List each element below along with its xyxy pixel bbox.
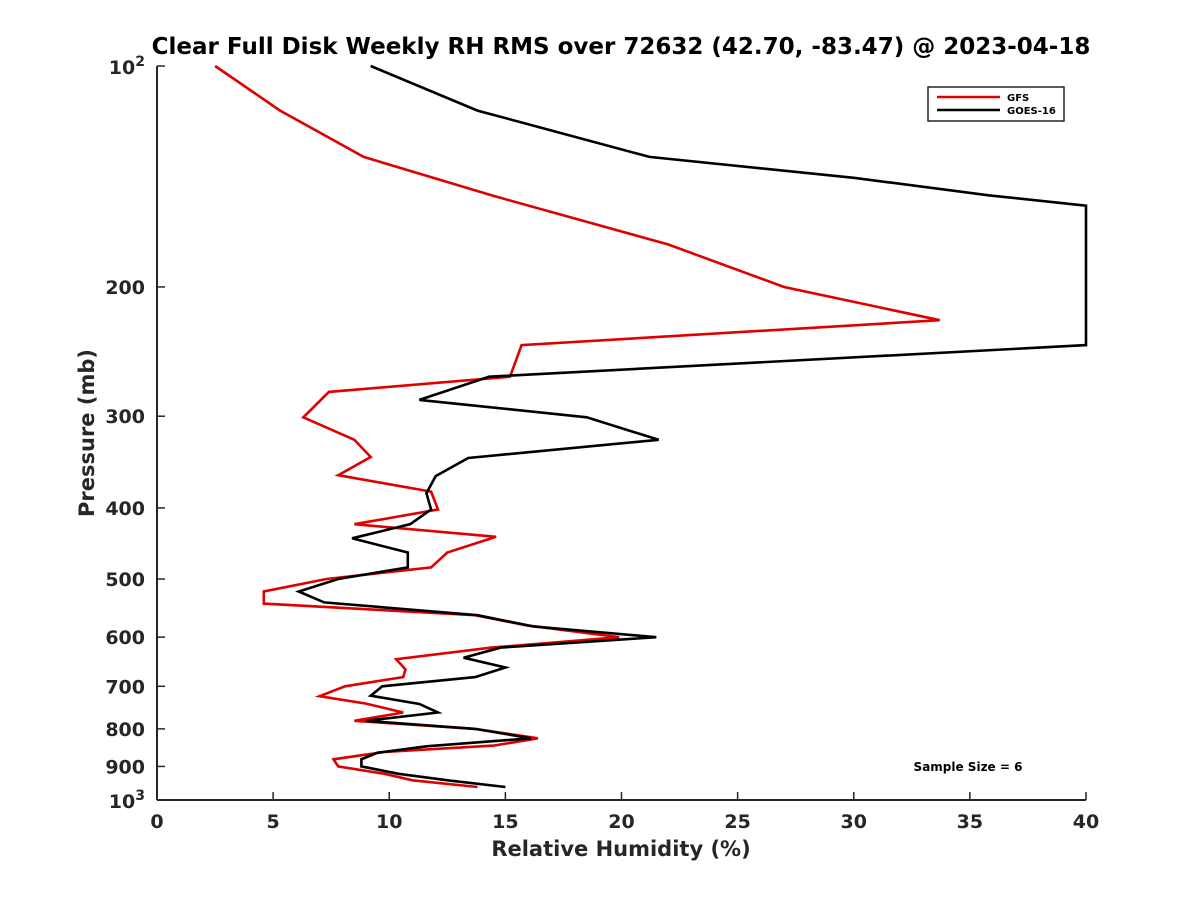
y-tick-label: 300 [105,406,145,428]
series-line-goes-16 [294,64,1088,789]
legend: GFS GOES-16 [927,86,1065,122]
x-tick-label: 30 [841,811,867,833]
x-tick-label: 5 [267,811,280,833]
legend-label-goes16: GOES-16 [1007,106,1056,117]
x-tick-label: 20 [608,811,634,833]
y-tick-label-power: 103 [109,788,145,813]
x-tick-label: 10 [376,811,402,833]
sample-size-annotation: Sample Size = 6 [914,760,1023,774]
y-tick-label: 800 [105,719,145,741]
series-layer [214,64,1088,789]
y-axis-label: Pressure (mb) [75,349,99,517]
x-axis-label: Relative Humidity (%) [491,837,750,861]
x-tick-label: 15 [492,811,518,833]
y-tick-label: 900 [105,756,145,778]
x-tick-label: 25 [724,811,750,833]
x-tick-label: 35 [957,811,983,833]
x-tick-label: 0 [150,811,163,833]
legend-label-gfs: GFS [1007,93,1029,104]
y-tick-label-power: 102 [109,54,145,79]
plot-area [157,66,1086,800]
y-tick-label: 500 [105,569,145,591]
ticks-layer: 0 5 10 15 20 25 30 35 40 200 300 400 500 600 700 800 900… [105,54,1099,833]
chart-title: Clear Full Disk Weekly RH RMS over 72632… [152,34,1091,60]
legend-box [927,86,1065,122]
y-tick-label: 200 [105,277,145,299]
y-tick-label: 400 [105,498,145,520]
y-tick-label: 600 [105,627,145,649]
x-tick-label: 40 [1073,811,1099,833]
y-tick-label: 700 [105,676,145,698]
